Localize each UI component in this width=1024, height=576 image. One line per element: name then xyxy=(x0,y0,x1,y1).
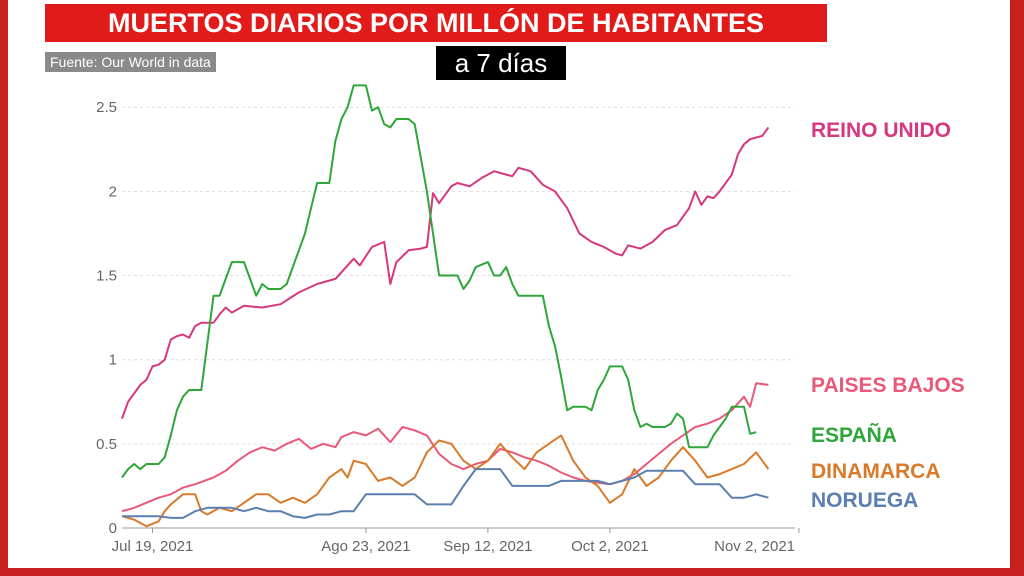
series-lines xyxy=(121,84,770,528)
series-line-dinamarca xyxy=(121,434,770,528)
y-tick-label: 1.5 xyxy=(96,268,117,285)
x-tick-label: Jul 19, 2021 xyxy=(112,538,194,555)
x-tick-label: Nov 2, 2021 xyxy=(714,538,795,555)
chart-frame xyxy=(8,0,1010,568)
series-label-paises-bajos: PAISES BAJOS xyxy=(811,374,965,397)
series-label-espana: ESPAÑA xyxy=(811,424,897,447)
y-tick-label: 0 xyxy=(109,520,117,537)
series-line-paises-bajos xyxy=(121,382,769,513)
chart-subtitle: a 7 días xyxy=(436,46,566,80)
series-labels: REINO UNIDO PAISES BAJOS ESPAÑA DINAMARCA NO… xyxy=(811,119,965,512)
series-label-reino-unido: REINO UNIDO xyxy=(811,119,951,142)
y-tick-label: 1 xyxy=(109,352,117,369)
y-tick-label: 2 xyxy=(109,183,117,200)
grid-lines xyxy=(122,106,795,529)
x-tick-label: Oct 2, 2021 xyxy=(571,538,649,555)
chart-title: MUERTOS DIARIOS POR MILLÓN DE HABITANTES xyxy=(45,4,827,42)
series-label-dinamarca: DINAMARCA xyxy=(811,460,941,483)
y-axis: 0 0.5 1 1.5 2 2.5 xyxy=(96,99,117,537)
series-label-noruega: NORUEGA xyxy=(811,489,918,512)
series-line-reino-unido xyxy=(121,126,770,419)
series-line-espana xyxy=(121,84,757,479)
x-tick-label: Ago 23, 2021 xyxy=(321,538,410,555)
x-axis: Jul 19, 2021 Ago 23, 2021 Sep 12, 2021 Oct … xyxy=(112,527,800,555)
y-tick-label: 0.5 xyxy=(96,436,117,453)
y-tick-label: 2.5 xyxy=(96,99,117,116)
source-label: Fuente: Our World in data xyxy=(45,52,216,72)
x-tick-label: Sep 12, 2021 xyxy=(443,538,532,555)
series-line-noruega xyxy=(122,468,769,519)
